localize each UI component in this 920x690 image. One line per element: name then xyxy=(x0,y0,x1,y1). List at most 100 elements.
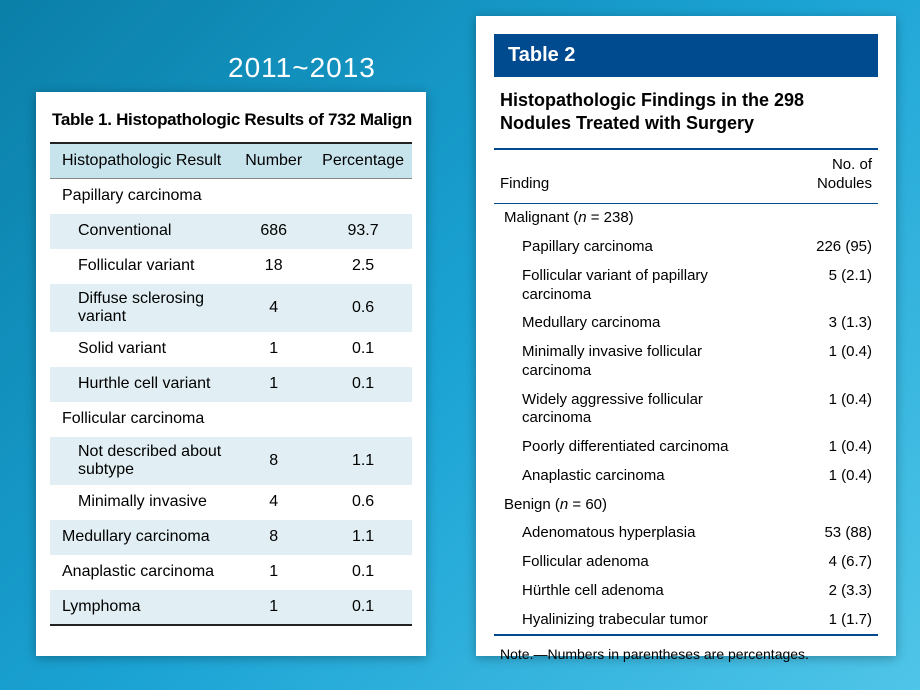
table-row: Lymphoma10.1 xyxy=(50,590,412,625)
table2-cell-label: Malignant (n = 238) xyxy=(494,204,793,233)
table-row: Benign (n = 60) xyxy=(494,491,878,520)
table2-cell-value: 53 (88) xyxy=(793,519,878,548)
table-row: Conventional68693.7 xyxy=(50,214,412,249)
table-row: Malignant (n = 238) xyxy=(494,204,878,233)
table2-cell-value: 226 (95) xyxy=(793,233,878,262)
table2-cell-label: Anaplastic carcinoma xyxy=(494,462,793,491)
table2-cell-label: Papillary carcinoma xyxy=(494,233,793,262)
table1-cell-label: Not described about subtype xyxy=(50,437,233,485)
table2-cell-label: Hürthle cell adenoma xyxy=(494,577,793,606)
table1-cell-number: 1 xyxy=(233,555,310,590)
table2-note: Note.—Numbers in parentheses are percent… xyxy=(494,636,878,662)
table1-cell-label: Conventional xyxy=(50,214,233,249)
table-row: Medullary carcinoma81.1 xyxy=(50,520,412,555)
table-row: Hürthle cell adenoma2 (3.3) xyxy=(494,577,878,606)
table2-cell-label: Poorly differentiated carcinoma xyxy=(494,433,793,462)
table1-cell-percentage: 1.1 xyxy=(310,520,412,555)
table2-subtitle: Histopathologic Findings in the 298 Nodu… xyxy=(494,89,878,148)
table-row: Papillary carcinoma xyxy=(50,179,412,214)
table1-cell-percentage: 2.5 xyxy=(310,249,412,284)
table1-col-result: Histopathologic Result xyxy=(50,143,233,179)
table1-cell-number: 4 xyxy=(233,284,310,332)
table1-cell-label: Medullary carcinoma xyxy=(50,520,233,555)
table1-cell-number: 1 xyxy=(233,367,310,402)
table2-cell-value: 1 (0.4) xyxy=(793,462,878,491)
table-row: Minimally invasive follicularcarcinoma1 … xyxy=(494,338,878,386)
table2-cell-value xyxy=(793,491,878,520)
table2-cell-value: 5 (2.1) xyxy=(793,262,878,310)
table2-cell-label: Benign (n = 60) xyxy=(494,491,793,520)
table1-cell-label: Lymphoma xyxy=(50,590,233,625)
table-row: Poorly differentiated carcinoma1 (0.4) xyxy=(494,433,878,462)
table-row: Not described about subtype81.1 xyxy=(50,437,412,485)
table1-cell-label: Hurthle cell variant xyxy=(50,367,233,402)
table2-cell-value: 1 (0.4) xyxy=(793,386,878,434)
table2-cell-label: Medullary carcinoma xyxy=(494,309,793,338)
table1-cell-label: Follicular carcinoma xyxy=(50,402,233,437)
table-row: Medullary carcinoma3 (1.3) xyxy=(494,309,878,338)
table1-cell-percentage: 0.1 xyxy=(310,590,412,625)
table1-cell-label: Papillary carcinoma xyxy=(50,179,233,214)
table2-cell-label: Minimally invasive follicularcarcinoma xyxy=(494,338,793,386)
table-row: Papillary carcinoma226 (95) xyxy=(494,233,878,262)
table1-cell-number xyxy=(233,402,310,437)
table1-cell-percentage: 0.1 xyxy=(310,555,412,590)
year-range-label: 2011~2013 xyxy=(228,52,376,84)
table2-cell-value: 1 (0.4) xyxy=(793,338,878,386)
table1-cell-label: Minimally invasive xyxy=(50,485,233,520)
table2-card: Table 2 Histopathologic Findings in the … xyxy=(476,16,896,656)
table2-col-finding: Finding xyxy=(494,149,793,204)
table1-cell-percentage: 0.1 xyxy=(310,332,412,367)
table1: Histopathologic Result Number Percentage… xyxy=(50,142,412,626)
table-row: Adenomatous hyperplasia53 (88) xyxy=(494,519,878,548)
table-row: Follicular variant182.5 xyxy=(50,249,412,284)
table-row: Follicular carcinoma xyxy=(50,402,412,437)
table1-card: Table 1. Histopathologic Results of 732 … xyxy=(36,92,426,656)
table2-cell-value: 3 (1.3) xyxy=(793,309,878,338)
table2: Finding No. ofNodules Malignant (n = 238… xyxy=(494,148,878,637)
table2-header: Table 2 xyxy=(494,34,878,77)
table1-cell-label: Anaplastic carcinoma xyxy=(50,555,233,590)
table-row: Follicular adenoma4 (6.7) xyxy=(494,548,878,577)
table2-cell-value: 4 (6.7) xyxy=(793,548,878,577)
table1-cell-percentage: 93.7 xyxy=(310,214,412,249)
table2-header-row: Finding No. ofNodules xyxy=(494,149,878,204)
table2-cell-label: Hyalinizing trabecular tumor xyxy=(494,606,793,636)
table1-cell-number: 1 xyxy=(233,332,310,367)
table1-cell-number: 686 xyxy=(233,214,310,249)
table1-cell-label: Diffuse sclerosing variant xyxy=(50,284,233,332)
table1-header-row: Histopathologic Result Number Percentage xyxy=(50,143,412,179)
table-row: Diffuse sclerosing variant40.6 xyxy=(50,284,412,332)
table2-cell-label: Widely aggressive follicularcarcinoma xyxy=(494,386,793,434)
table1-col-percentage: Percentage xyxy=(310,143,412,179)
table2-cell-label: Follicular variant of papillarycarcinoma xyxy=(494,262,793,310)
table2-col-nodules: No. ofNodules xyxy=(793,149,878,204)
table1-cell-label: Solid variant xyxy=(50,332,233,367)
table1-cell-number: 18 xyxy=(233,249,310,284)
table1-cell-number: 4 xyxy=(233,485,310,520)
table2-cell-value: 2 (3.3) xyxy=(793,577,878,606)
table1-title: Table 1. Histopathologic Results of 732 … xyxy=(50,110,412,130)
table1-cell-number: 8 xyxy=(233,520,310,555)
table-row: Anaplastic carcinoma10.1 xyxy=(50,555,412,590)
table-row: Hurthle cell variant10.1 xyxy=(50,367,412,402)
table1-cell-percentage xyxy=(310,402,412,437)
table1-cell-label: Follicular variant xyxy=(50,249,233,284)
table1-col-number: Number xyxy=(233,143,310,179)
table2-cell-label: Follicular adenoma xyxy=(494,548,793,577)
table2-cell-value: 1 (1.7) xyxy=(793,606,878,636)
table-row: Anaplastic carcinoma1 (0.4) xyxy=(494,462,878,491)
table1-cell-percentage xyxy=(310,179,412,214)
table2-cell-label: Adenomatous hyperplasia xyxy=(494,519,793,548)
table1-cell-percentage: 0.6 xyxy=(310,284,412,332)
table1-cell-percentage: 0.6 xyxy=(310,485,412,520)
table-row: Widely aggressive follicularcarcinoma1 (… xyxy=(494,386,878,434)
table-row: Hyalinizing trabecular tumor1 (1.7) xyxy=(494,606,878,636)
table2-cell-value xyxy=(793,204,878,233)
table1-cell-percentage: 0.1 xyxy=(310,367,412,402)
table2-cell-value: 1 (0.4) xyxy=(793,433,878,462)
table1-cell-number xyxy=(233,179,310,214)
table1-cell-number: 1 xyxy=(233,590,310,625)
table1-cell-percentage: 1.1 xyxy=(310,437,412,485)
table-row: Solid variant10.1 xyxy=(50,332,412,367)
